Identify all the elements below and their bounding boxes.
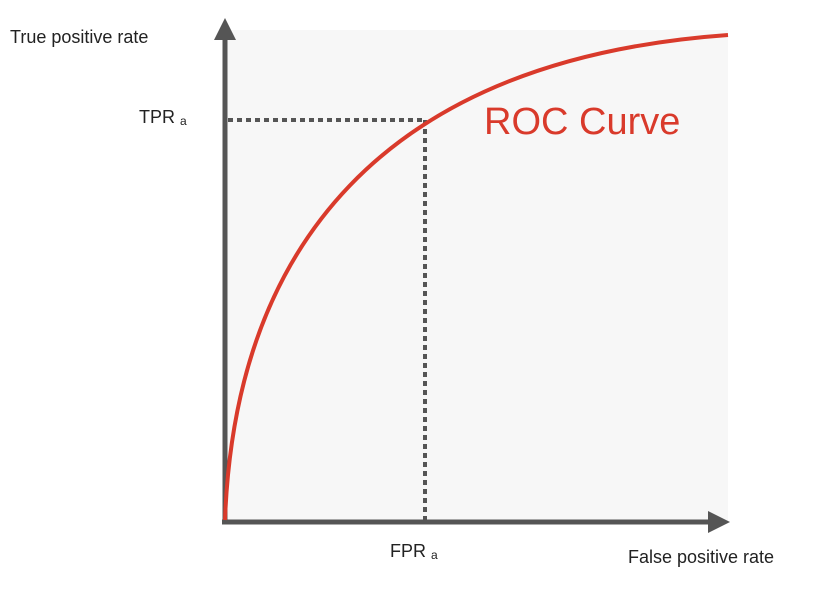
y-axis-label: True positive rate: [10, 27, 148, 47]
plot-background: [226, 30, 728, 522]
fpr-sub: a: [431, 548, 438, 562]
tpr-main: TPR: [139, 107, 175, 127]
fpr-label: FPR a: [390, 541, 438, 562]
tpr-label: TPR a: [139, 107, 187, 128]
curve-label: ROC Curve: [484, 101, 680, 143]
x-axis-label: False positive rate: [628, 547, 774, 567]
fpr-main: FPR: [390, 541, 426, 561]
x-axis-arrow: [708, 511, 730, 533]
y-axis-arrow: [214, 18, 236, 40]
roc-curve: [223, 33, 729, 521]
tpr-sub: a: [180, 114, 187, 128]
